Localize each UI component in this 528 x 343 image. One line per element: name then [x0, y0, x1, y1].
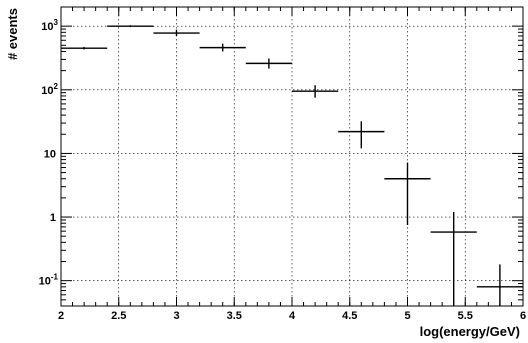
y-axis-title: # events — [5, 8, 20, 60]
data-point — [476, 264, 523, 306]
y-tick-label: 10 — [44, 148, 56, 160]
grid-layer — [61, 7, 523, 306]
x-tick-label: 4.5 — [342, 310, 357, 322]
y-tick-labels: 10-1 1 10 102 103 — [39, 18, 59, 288]
x-tick-label: 5 — [404, 310, 410, 322]
data-point — [107, 25, 154, 28]
data-point — [199, 43, 246, 52]
x-tick-label: 5.5 — [458, 310, 473, 322]
plot-frame — [60, 6, 524, 307]
y-tick-label: 103 — [41, 18, 58, 33]
data-layer — [61, 25, 523, 306]
y-tick-label: 10-1 — [39, 273, 59, 288]
data-point — [430, 212, 477, 306]
data-point — [61, 47, 108, 50]
x-tick-labels: 2 2.5 3 3.5 4 4.5 5 5.5 6 — [58, 310, 526, 322]
data-point — [292, 85, 339, 98]
y-tick-label: 1 — [50, 212, 56, 224]
x-axis-title: log(energy/GeV) — [420, 324, 520, 339]
data-point — [245, 58, 292, 69]
x-tick-label: 2.5 — [111, 310, 126, 322]
x-tick-label: 6 — [520, 310, 526, 322]
y-tick-label: 102 — [41, 82, 58, 97]
data-point — [384, 162, 431, 225]
x-tick-label: 3 — [173, 310, 179, 322]
data-point — [338, 121, 385, 149]
x-tick-label: 3.5 — [227, 310, 242, 322]
x-tick-label: 2 — [58, 310, 64, 322]
x-tick-label: 4 — [289, 310, 296, 322]
data-point — [153, 29, 200, 37]
